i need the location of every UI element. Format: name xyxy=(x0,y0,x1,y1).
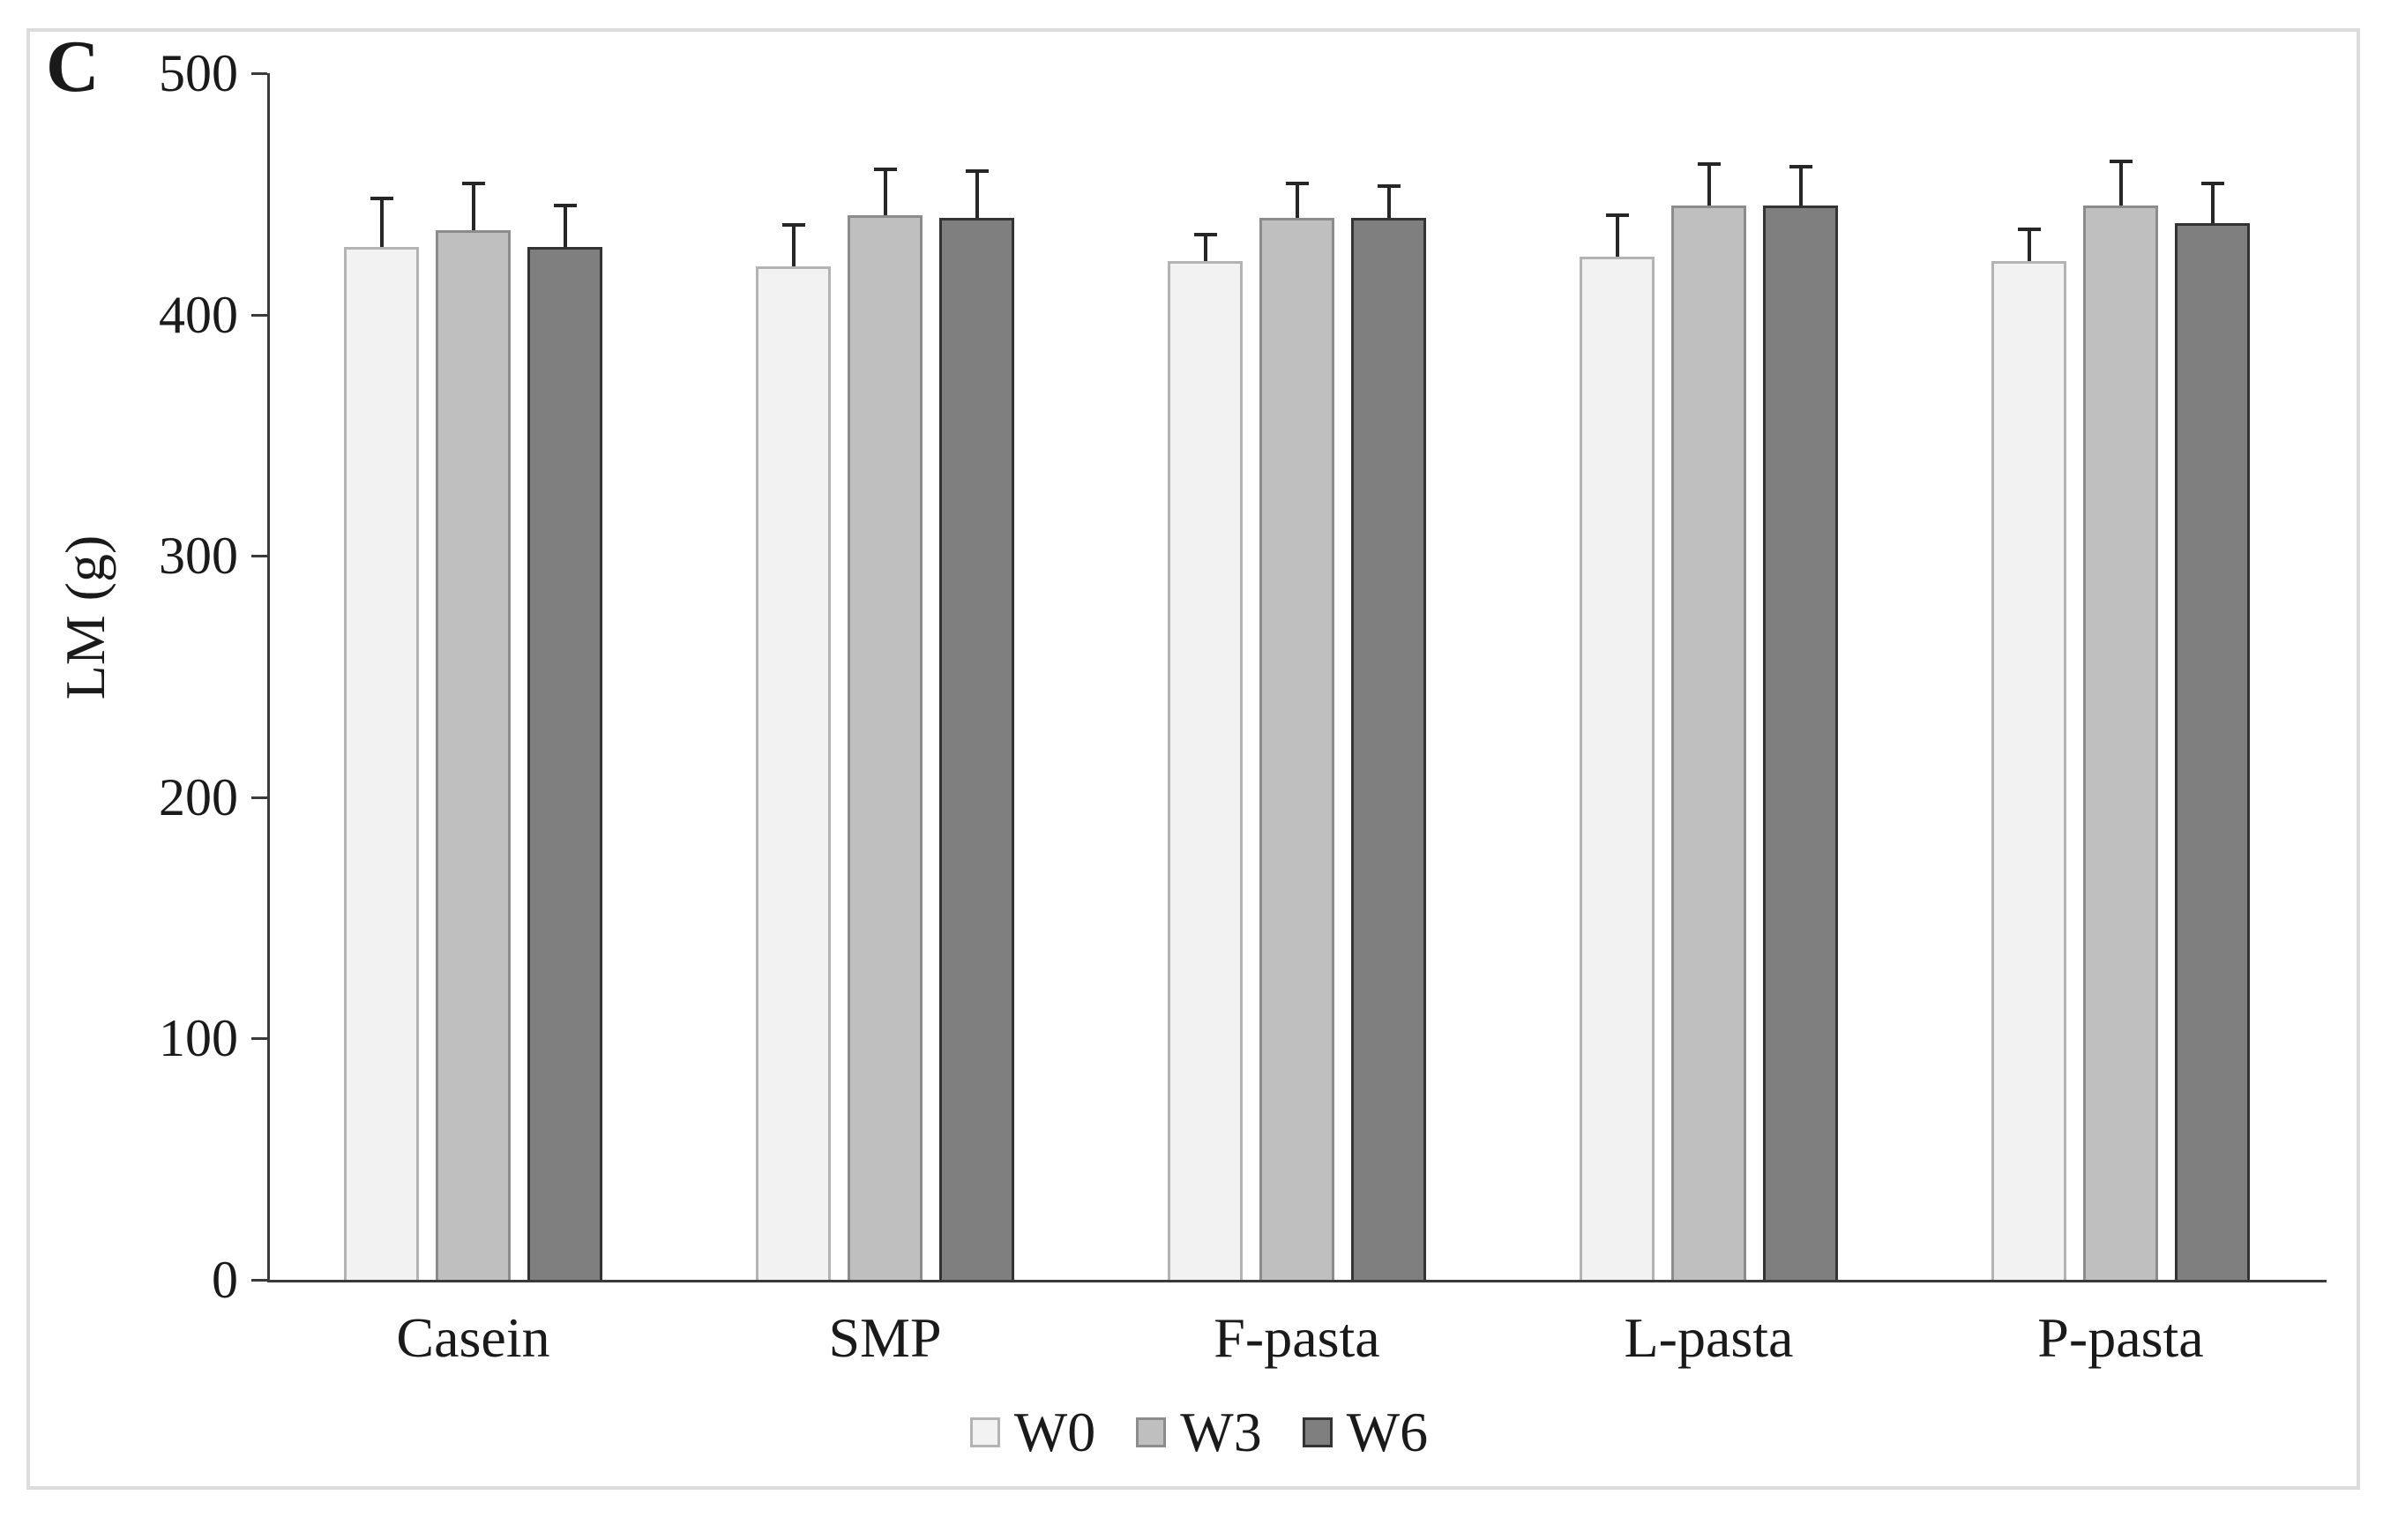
x-category-label-P-pasta: P-pasta xyxy=(2037,1306,2204,1369)
y-tick-label: 100 xyxy=(159,1009,238,1068)
bar-W6-L-pasta xyxy=(1763,206,1838,1280)
legend-label-W0: W0 xyxy=(1013,1401,1096,1463)
bar-W0-F-pasta xyxy=(1168,261,1243,1280)
x-category-label-F-pasta: F-pasta xyxy=(1214,1306,1380,1369)
y-axis-line xyxy=(267,73,270,1282)
error-bar-cap xyxy=(1377,183,1401,188)
y-tick-mark xyxy=(251,1037,267,1041)
bar-W6-SMP xyxy=(939,218,1014,1280)
y-tick-label: 200 xyxy=(159,767,238,826)
bar-W3-SMP xyxy=(848,215,923,1280)
legend: W0 W3 W6 xyxy=(0,1404,2398,1461)
error-bar-stem xyxy=(1707,162,1711,206)
error-bar-cap xyxy=(2109,160,2133,164)
legend-swatch-W6 xyxy=(1302,1417,1333,1447)
bar-W6-P-pasta xyxy=(2175,222,2250,1280)
error-bar-stem xyxy=(379,196,384,247)
bar-W3-L-pasta xyxy=(1671,206,1746,1280)
x-axis-line xyxy=(267,1280,2327,1282)
y-tick-mark xyxy=(251,555,267,558)
bar-W3-P-pasta xyxy=(2083,206,2158,1280)
legend-item-W6: W6 xyxy=(1302,1401,1429,1463)
bar-W6-Casein xyxy=(527,246,602,1280)
error-bar-cap xyxy=(2200,182,2224,186)
error-bar-cap xyxy=(873,167,897,171)
x-category-label-SMP: SMP xyxy=(828,1306,942,1369)
error-bar-stem xyxy=(1386,183,1391,219)
error-bar-stem xyxy=(471,182,475,230)
y-tick-label: 500 xyxy=(159,44,238,102)
bar-W3-Casein xyxy=(436,229,511,1280)
y-tick-mark xyxy=(251,1279,267,1282)
legend-label-W3: W3 xyxy=(1180,1401,1262,1463)
x-category-label-L-pasta: L-pasta xyxy=(1624,1306,1794,1369)
error-bar-stem xyxy=(2027,228,2031,262)
figure-border xyxy=(26,28,2360,1490)
bar-W0-L-pasta xyxy=(1580,256,1655,1280)
y-tick-mark xyxy=(251,313,267,317)
legend-item-W3: W3 xyxy=(1136,1401,1262,1463)
y-tick-label: 400 xyxy=(159,285,238,344)
error-bar-stem xyxy=(1295,182,1299,219)
error-bar-stem xyxy=(791,222,796,266)
error-bar-cap xyxy=(965,169,989,174)
y-tick-label: 300 xyxy=(159,527,238,586)
x-category-label-Casein: Casein xyxy=(396,1306,550,1369)
error-bar-stem xyxy=(1203,232,1207,262)
y-tick-label: 0 xyxy=(212,1251,238,1309)
error-bar-cap xyxy=(2017,228,2041,232)
error-bar-stem xyxy=(1615,213,1619,257)
legend-item-W0: W0 xyxy=(969,1401,1096,1463)
panel-label: C xyxy=(46,26,100,108)
error-bar-stem xyxy=(1798,164,1803,206)
bar-W0-P-pasta xyxy=(1991,261,2066,1280)
y-tick-mark xyxy=(251,796,267,799)
error-bar-cap xyxy=(1193,232,1217,236)
error-bar-cap xyxy=(1789,164,1812,168)
bar-W0-SMP xyxy=(756,265,831,1280)
bar-W0-Casein xyxy=(344,246,419,1280)
legend-label-W6: W6 xyxy=(1346,1401,1429,1463)
bar-W3-F-pasta xyxy=(1259,218,1334,1280)
error-bar-stem xyxy=(2210,182,2215,223)
error-bar-stem xyxy=(563,203,567,247)
error-bar-cap xyxy=(1605,213,1629,217)
error-bar-cap xyxy=(1697,162,1721,167)
y-tick-mark xyxy=(251,72,267,75)
error-bar-cap xyxy=(781,222,805,227)
error-bar-cap xyxy=(553,203,577,207)
error-bar-cap xyxy=(370,196,393,200)
bar-W6-F-pasta xyxy=(1351,218,1426,1280)
error-bar-stem xyxy=(883,167,887,216)
error-bar-stem xyxy=(975,169,979,219)
legend-swatch-W3 xyxy=(1136,1417,1167,1447)
legend-swatch-W0 xyxy=(969,1417,1000,1447)
error-bar-stem xyxy=(2118,160,2123,206)
error-bar-cap xyxy=(461,182,485,186)
error-bar-cap xyxy=(1285,182,1309,186)
